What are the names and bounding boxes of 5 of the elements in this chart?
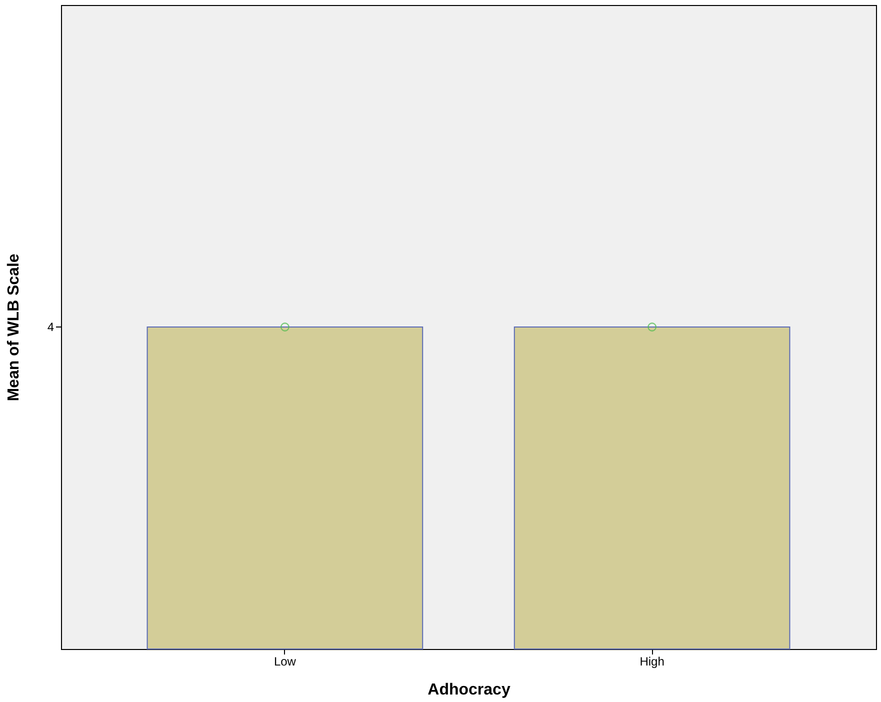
y-axis-title: Mean of WLB Scale [6, 254, 22, 402]
x-tick-label: Low [274, 654, 296, 668]
x-axis-title: Adhocracy [428, 682, 510, 698]
text: 4 [47, 320, 54, 334]
x-tick-label: High [640, 654, 664, 668]
